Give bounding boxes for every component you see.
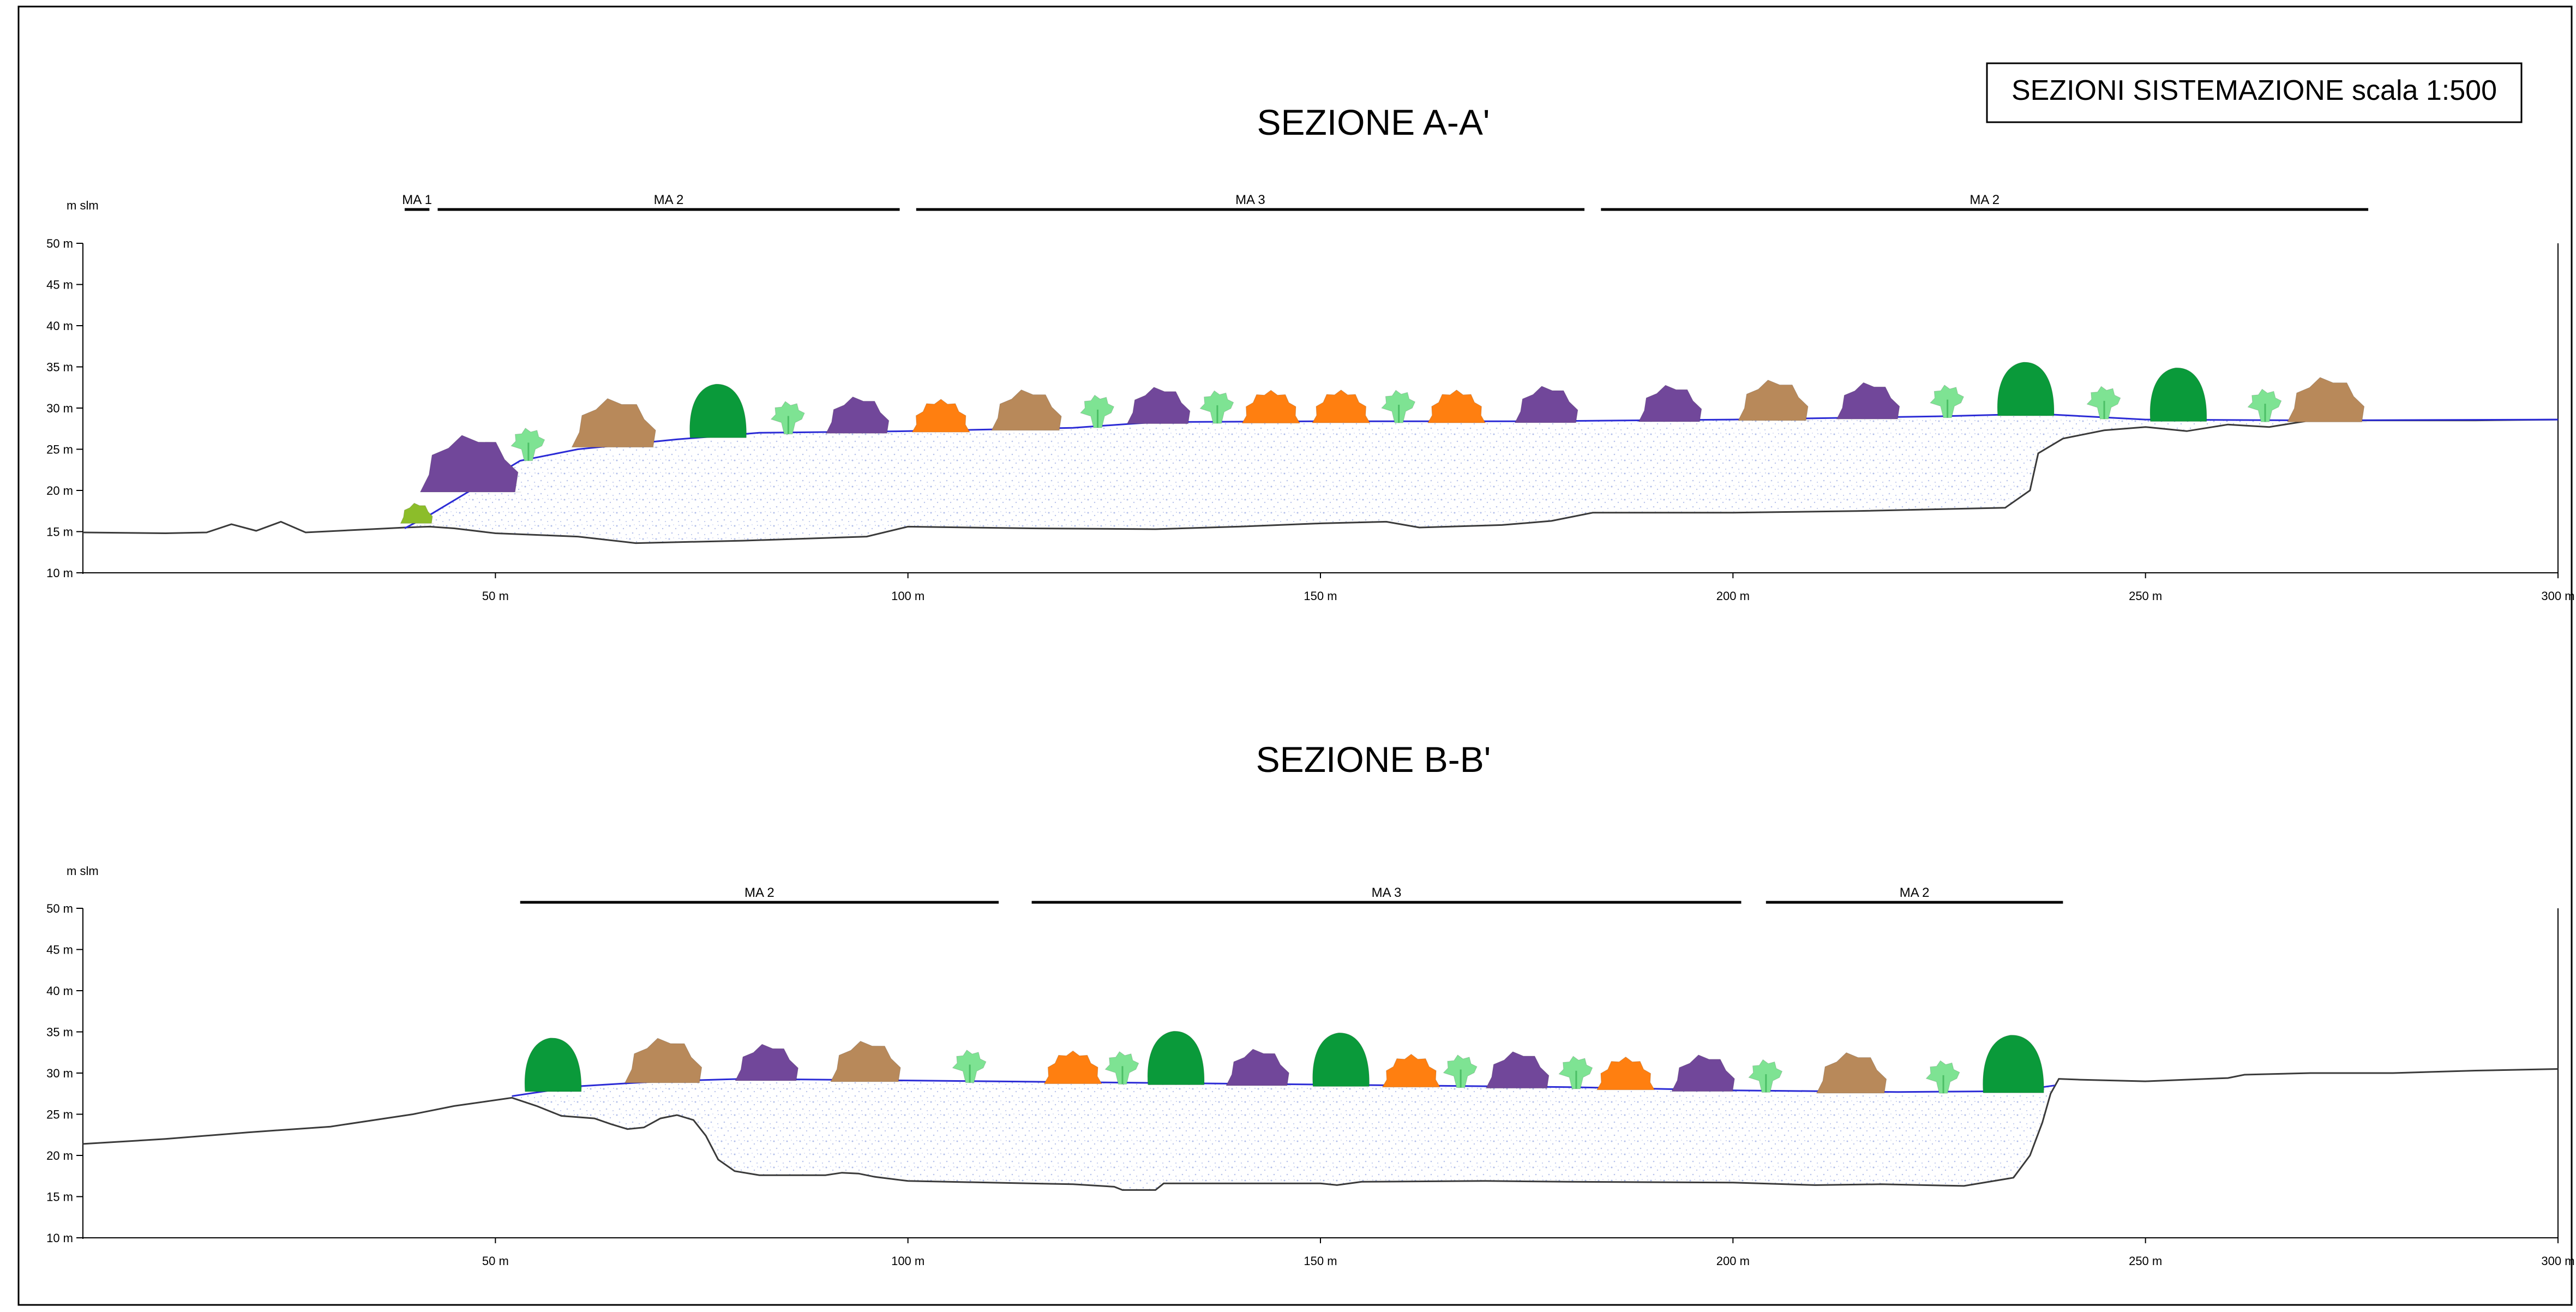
x-tick-label: 100 m	[891, 589, 924, 603]
x-tick-label: 250 m	[2129, 589, 2162, 603]
purple-shrub	[1638, 385, 1704, 422]
y-tick-label: 20 m	[46, 1149, 73, 1163]
existing-ground-line	[82, 418, 2559, 544]
zone-label: MA 2	[1900, 885, 1930, 900]
y-tick-label: 15 m	[46, 525, 73, 539]
zone-label: MA 2	[1969, 193, 1999, 207]
purple-shrub	[1485, 1051, 1551, 1089]
dark-green-shrub	[2149, 367, 2207, 422]
x-tick-label: 150 m	[1304, 589, 1337, 603]
orange-shrub	[1382, 1053, 1440, 1088]
y-tick-label: 10 m	[46, 566, 73, 580]
section-b-b: SEZIONE B-B' m slm 50 m 45 m 40 m 35 m 30 m 25 …	[46, 739, 2575, 1268]
y-tick-label: 40 m	[46, 319, 73, 333]
orange-shrub	[1596, 1056, 1655, 1091]
y-tick-label: 45 m	[46, 278, 73, 292]
purple-shrub	[735, 1044, 800, 1081]
dark-green-shrub	[1147, 1031, 1205, 1085]
purple-shrub	[826, 396, 891, 434]
purple-shrub	[1225, 1049, 1292, 1086]
purple-shrub	[1126, 387, 1192, 424]
y-tick-label: 15 m	[46, 1190, 73, 1204]
orange-shrub	[1241, 390, 1300, 424]
y-tick-label: 30 m	[46, 1067, 73, 1080]
y-tick-label: 10 m	[46, 1231, 73, 1245]
y-tick-label: 25 m	[46, 1108, 73, 1122]
orange-shrub	[911, 399, 970, 433]
purple-shrub	[1671, 1055, 1737, 1092]
brown-shrub	[1816, 1052, 1889, 1094]
purple-shrub	[1515, 386, 1580, 423]
brown-shrub	[830, 1040, 903, 1082]
brown-shrub	[624, 1038, 705, 1083]
brown-shrub	[1738, 380, 1811, 421]
x-tick-label: 300 m	[2541, 589, 2574, 603]
y-unit-label: m slm	[67, 864, 99, 878]
dark-green-shrub	[524, 1038, 582, 1092]
x-tick-label: 100 m	[891, 1254, 924, 1268]
title-frame	[1986, 62, 2523, 123]
dark-green-shrub	[1997, 362, 2055, 416]
zone-label: MA 2	[654, 193, 684, 207]
dark-green-shrub	[689, 384, 747, 438]
sheet-title: SEZIONI SISTEMAZIONE scala 1:500	[2011, 75, 2497, 106]
x-tick-label: 250 m	[2129, 1254, 2162, 1268]
x-tick-label: 50 m	[482, 1254, 509, 1268]
y-tick-label: 35 m	[46, 361, 73, 374]
zone-label: MA 3	[1235, 193, 1265, 207]
orange-shrub	[1311, 390, 1371, 424]
purple-shrub	[1836, 382, 1902, 420]
zone-label: MA 1	[402, 193, 432, 207]
x-tick-label: 200 m	[1716, 589, 1750, 603]
olive-shrub	[400, 502, 434, 524]
y-tick-label: 35 m	[46, 1026, 73, 1039]
orange-shrub	[1427, 390, 1486, 424]
x-tick-label: 300 m	[2541, 1254, 2574, 1268]
fill-area	[512, 1079, 2055, 1190]
brown-shrub	[991, 389, 1064, 431]
brown-shrub	[571, 398, 658, 448]
x-tick-label: 150 m	[1304, 1254, 1337, 1268]
y-tick-label: 50 m	[46, 902, 73, 915]
x-tick-label: 50 m	[482, 589, 509, 603]
y-unit-label: m slm	[67, 199, 99, 212]
zone-label: MA 2	[744, 885, 774, 900]
purple-shrub	[420, 435, 521, 493]
title-box: SEZIONI SISTEMAZIONE scala 1:500	[1986, 62, 2523, 123]
brown-shrub	[2287, 377, 2367, 423]
section-title: SEZIONE A-A'	[1257, 102, 1490, 142]
y-tick-label: 20 m	[46, 484, 73, 498]
x-tick-label: 200 m	[1716, 1254, 1750, 1268]
y-tick-label: 45 m	[46, 943, 73, 957]
dark-green-shrub	[1983, 1035, 2044, 1093]
sheet-border	[17, 5, 2573, 1306]
y-tick-label: 30 m	[46, 402, 73, 415]
y-tick-label: 25 m	[46, 443, 73, 457]
y-tick-label: 50 m	[46, 237, 73, 250]
section-title: SEZIONE B-B'	[1256, 739, 1491, 780]
section-a-a: SEZIONE A-A' m slm 50 m 45 m 40 m 35 m 30 m 25 …	[46, 102, 2575, 603]
fill-area	[404, 414, 2559, 543]
y-tick-label: 40 m	[46, 984, 73, 998]
dark-green-shrub	[1312, 1032, 1370, 1087]
orange-shrub	[1043, 1050, 1102, 1085]
zone-label: MA 3	[1372, 885, 1402, 900]
